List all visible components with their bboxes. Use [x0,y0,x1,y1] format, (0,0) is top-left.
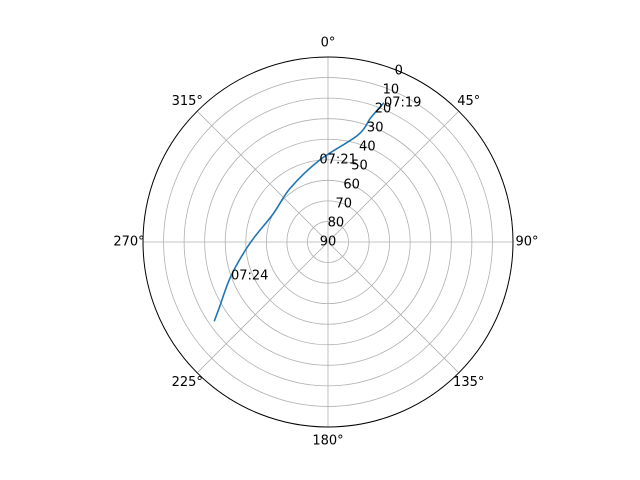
angular-tick-label: 315° [172,94,203,109]
polar-frame [142,56,514,428]
angular-tick-label: 270° [113,235,144,250]
grid-layer [143,57,513,427]
angular-gridline-225 [196,241,329,374]
radial-tick-label: 20 [375,102,392,117]
label-layer: 0° 45° 90° 135° 180° 225° 270° 315° 0 10 20 30 40 50 6… [113,36,538,449]
radial-tick-label: 10 [383,83,400,98]
time-annotation: 07:24 [231,268,268,283]
radial-tick-label: 80 [328,216,345,231]
axis-layer [142,56,514,428]
angular-gridline-135 [327,241,460,374]
radial-tick-label: 30 [367,121,384,136]
angular-tick-label: 135° [453,375,484,390]
radial-tick-label: 40 [359,140,376,155]
angular-tick-label: 180° [312,434,343,449]
angular-tick-label: 90° [515,235,538,250]
radial-tick-label: 60 [343,178,360,193]
angular-tick-label: 45° [457,94,480,109]
angular-gridline-45 [327,110,460,243]
time-annotation: 07:21 [319,153,356,168]
angular-tick-label: 225° [172,375,203,390]
series-layer [213,102,385,322]
time-annotation: 07:19 [384,95,421,110]
radial-tick-label: 90 [320,235,337,250]
angular-tick-label: 0° [321,36,336,51]
radial-tick-label: 70 [335,197,352,212]
series-line [213,102,385,322]
radial-tick-label: 50 [351,159,368,174]
angular-gridline-315 [196,110,329,243]
radial-tick-label: 0 [395,64,403,79]
